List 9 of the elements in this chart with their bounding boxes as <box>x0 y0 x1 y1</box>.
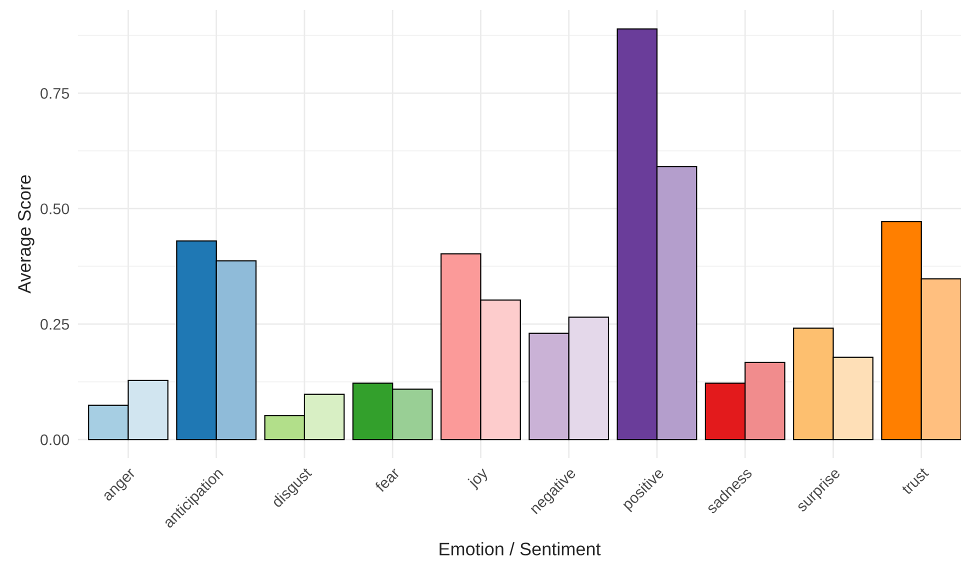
x-tick-label: fear <box>374 466 400 493</box>
y-tick-label: 0.75 <box>40 88 70 99</box>
x-axis-title: Emotion / Sentiment <box>440 542 601 556</box>
x-tick-label: joy <box>466 466 491 490</box>
y-tick-label: 0.00 <box>40 434 70 446</box>
y-tick-label: 0.50 <box>40 203 70 214</box>
x-tick-label: trust <box>901 467 930 496</box>
y-axis-title: Average Score <box>18 175 34 294</box>
y-tick-label: 0.25 <box>40 318 70 330</box>
